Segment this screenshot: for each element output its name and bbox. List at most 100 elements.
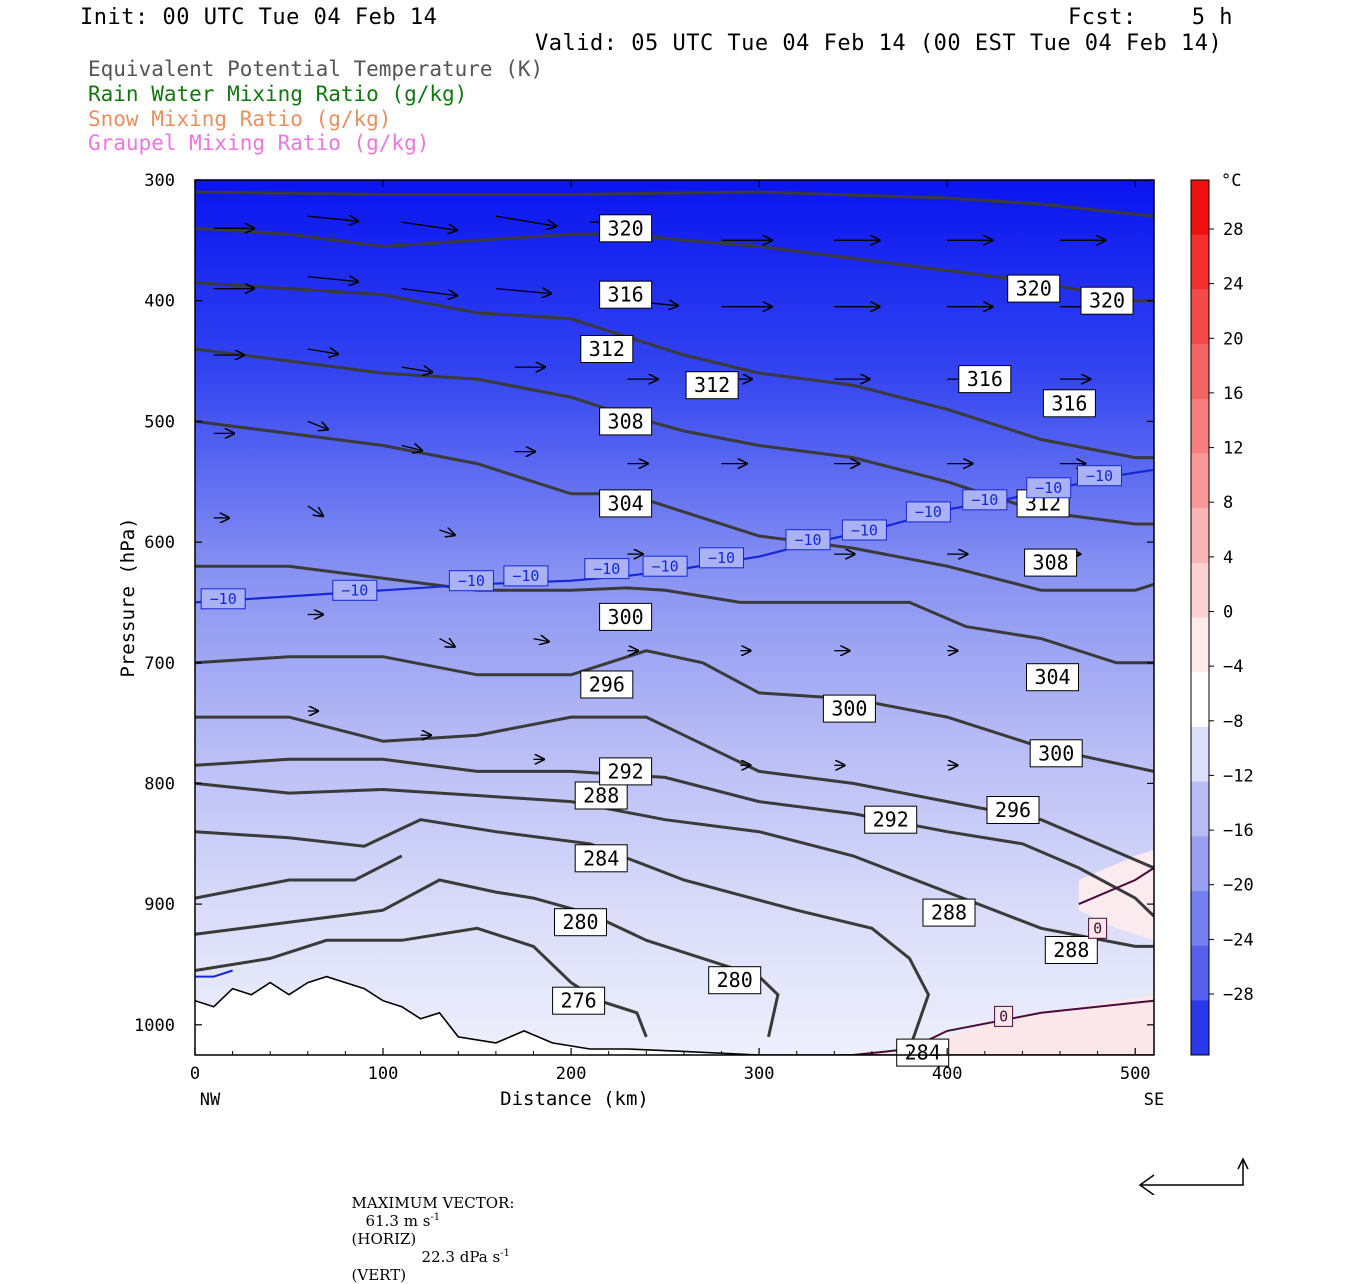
reference-vector-icon <box>1138 1157 1249 1195</box>
isotherm-minus10-label-box <box>584 558 630 580</box>
isotherm-minus10-label-box <box>905 501 951 523</box>
colorbar-tick-label: 28 <box>1223 220 1243 240</box>
terrain-outline <box>195 975 1154 1055</box>
isotherm-minus10-label: −10 <box>971 491 998 509</box>
theta-e-label-288: 288 <box>931 901 967 925</box>
max-vector-footer: MAXIMUM VECTOR: 61.3 m s-1 (HORIZ) 22.3 … <box>342 1176 515 1284</box>
horiz-unit-exp: -1 <box>430 1212 441 1223</box>
theta-e-label-296: 296 <box>995 798 1031 822</box>
theta-e-label-308: 308 <box>608 409 644 433</box>
colorbar-tick-label: 20 <box>1223 329 1243 349</box>
x-tick-label: 400 <box>932 1064 963 1084</box>
init-time: Init: 00 UTC Tue 04 Feb 14 <box>80 5 438 30</box>
isotherm-minus10-label-box <box>1077 465 1122 487</box>
theta-e-label-316: 316 <box>967 367 1003 391</box>
horiz-tag: (HORIZ) <box>351 1230 417 1248</box>
colorbar-swatch <box>1191 180 1209 236</box>
x-tick-label: 100 <box>368 1064 399 1084</box>
isotherm-minus10-label-box <box>503 565 549 587</box>
isotherm-minus10-label: −10 <box>915 503 942 521</box>
y-tick-label: 300 <box>144 171 175 191</box>
x-axis-title: Distance (km) <box>500 1088 649 1110</box>
plot-background <box>195 180 1154 1055</box>
theta-e-contour-316 <box>195 281 1154 460</box>
y-tick-label: 600 <box>144 533 175 553</box>
wind-vector <box>401 367 432 372</box>
theta-e-label-288-box <box>922 898 976 927</box>
theta-e-label-320-box <box>599 214 653 243</box>
isotherm-minus10-label-box <box>448 570 494 592</box>
wind-vector <box>533 639 549 642</box>
isotherm-minus10-label-box <box>1026 477 1072 499</box>
isotherm-minus10-label-box <box>332 579 378 601</box>
isotherm-minus10-label: −10 <box>512 567 539 585</box>
isotherm-minus10-label: −10 <box>1086 467 1113 485</box>
colorbar-swatch <box>1191 945 1209 1001</box>
theta-e-contour-304 <box>195 564 1154 665</box>
colorbar-tick-label: 12 <box>1223 439 1243 459</box>
colorbar-frame <box>1190 179 1210 1056</box>
colorbar-tick-label: −16 <box>1223 821 1254 841</box>
horiz-value: 61.3 m s <box>365 1212 431 1230</box>
wind-vector <box>495 289 551 294</box>
theta-e-label-288: 288 <box>583 784 619 808</box>
theta-e-label-316-box <box>1042 389 1096 418</box>
theta-e-label-280: 280 <box>717 968 753 992</box>
theta-e-label-300-box <box>1029 739 1083 768</box>
theta-e-label-304-box <box>599 489 653 518</box>
isotherm-minus10-label: −10 <box>458 572 485 590</box>
wind-vector <box>439 530 455 535</box>
isotherm-minus10-label-box <box>699 547 744 569</box>
theta-e-label-320: 320 <box>1016 277 1052 301</box>
vert-value: 22.3 dPa s <box>421 1248 501 1266</box>
colorbar-swatch <box>1191 398 1209 454</box>
x-end-label-nw: NW <box>200 1090 221 1110</box>
colorbar-swatch <box>1191 890 1209 947</box>
colorbar-tick-label: −4 <box>1223 657 1243 677</box>
colorbar-swatch <box>1191 562 1209 618</box>
theta-e-label-312: 312 <box>694 373 730 397</box>
legend-theta-e: Equivalent Potential Temperature (K) <box>88 57 544 81</box>
isotherm-minus10-label-box <box>841 519 887 541</box>
y-tick-label: 900 <box>144 895 175 915</box>
colorbar-swatch <box>1191 508 1209 564</box>
theta-e-label-292-box <box>599 757 653 786</box>
y-tick-label: 800 <box>144 774 175 794</box>
theta-e-label-316-box <box>958 365 1012 394</box>
theta-e-label-304-box <box>1026 663 1079 692</box>
theta-e-contour-280 <box>195 878 780 1038</box>
isotherm-minus10-label: −10 <box>708 549 735 567</box>
colorbar-swatch <box>1191 836 1209 892</box>
theta-e-contour-280 <box>195 854 403 900</box>
terrain-fill <box>195 976 1154 1055</box>
isotherm-minus10-low <box>195 969 233 978</box>
wind-vector <box>495 215 556 226</box>
colorbar-tick-label: −12 <box>1223 766 1254 786</box>
colorbar-swatch <box>1191 234 1209 290</box>
colorbar-tick-label: 8 <box>1223 493 1233 513</box>
wind-vector <box>307 277 358 282</box>
plot-frame <box>194 179 1155 1056</box>
wind-vector <box>307 420 328 429</box>
x-tick-label: 300 <box>744 1064 775 1084</box>
isotherm-minus10-label: −10 <box>851 521 878 539</box>
x-tick-label: 500 <box>1120 1064 1151 1084</box>
isotherm-zero-label: 0 <box>1093 920 1102 938</box>
theta-e-label-280: 280 <box>562 910 598 934</box>
colorbar-tick-label: 4 <box>1223 548 1233 568</box>
y-tick-label: 700 <box>144 654 175 674</box>
theta-e-contour-276 <box>195 926 648 1038</box>
theta-e-label-304: 304 <box>1034 665 1070 689</box>
y-tick-label: 1000 <box>134 1016 175 1036</box>
wind-vector <box>401 446 422 451</box>
theta-e-label-280-box <box>708 966 762 995</box>
theta-e-label-300-box <box>599 602 653 631</box>
legend-rain-water: Rain Water Mixing Ratio (g/kg) <box>88 82 468 106</box>
isotherm-zero-label-box <box>994 1005 1014 1027</box>
y-axis-title: Pressure (hPa) <box>117 517 139 677</box>
isotherm-minus10-label-box <box>962 489 1008 511</box>
isotherm-minus10-label: −10 <box>1035 479 1062 497</box>
theta-e-contour-324 <box>195 190 1154 218</box>
theta-e-label-320: 320 <box>1089 289 1125 313</box>
colorbar-tick-label: −28 <box>1223 985 1254 1005</box>
